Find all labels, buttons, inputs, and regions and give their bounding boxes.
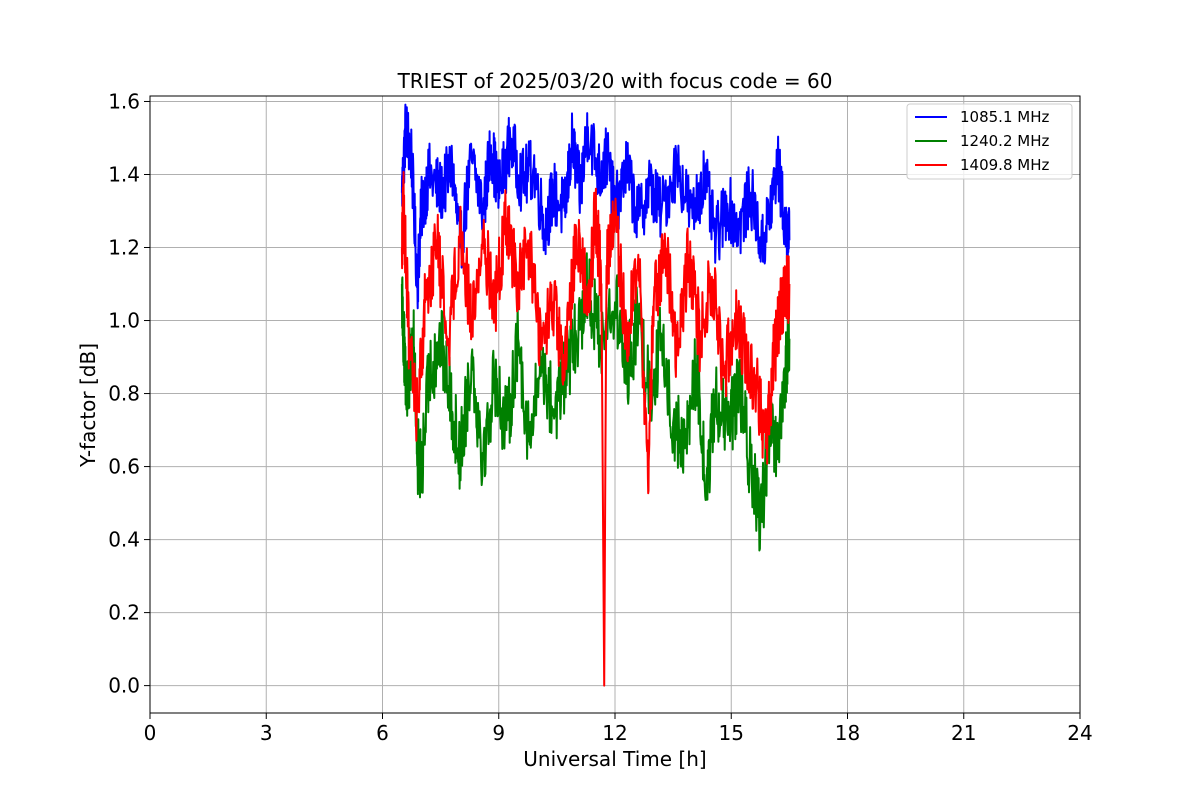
legend-box [906,103,1073,180]
x-tick-label: 9 [492,721,505,745]
series-line-1085.1 [400,103,791,310]
y-tick-label: 1.4 [108,162,140,186]
x-tick-label: 6 [376,721,389,745]
y-tick-label: 0.4 [108,528,140,552]
series-layer [400,103,791,687]
x-tick-label: 0 [144,721,157,745]
x-tick-label: 24 [1067,721,1092,745]
legend-label-1085: 1085.1 MHz [960,108,1049,126]
y-tick-label: 1.2 [108,236,140,260]
x-axis-label: Universal Time [h] [523,747,706,771]
x-tick-label: 18 [835,721,860,745]
ticks: 0 3 6 9 12 15 18 21 24 0.0 0.2 0.4 0.6 0.8 1.0 1.2 1.4 1.… [108,89,1093,745]
y-tick-label: 0.8 [108,382,140,406]
legend: 1085.1 MHz 1240.2 MHz 1409.8 MHz [906,103,1073,180]
legend-label-1409: 1409.8 MHz [960,156,1049,174]
y-tick-label: 0.2 [108,601,140,625]
chart-title: TRIEST of 2025/03/20 with focus code = 6… [397,69,833,93]
y-tick-label: 1.0 [108,309,140,333]
x-tick-label: 12 [602,721,627,745]
y-tick-label: 1.6 [108,89,140,113]
x-tick-label: 3 [260,721,273,745]
x-tick-label: 21 [951,721,976,745]
y-tick-label: 0.6 [108,455,140,479]
series-line-1409.8 [400,171,791,687]
x-tick-label: 15 [719,721,744,745]
y-axis-label: Y-factor [dB] [76,343,100,468]
y-tick-label: 0.0 [108,674,140,698]
legend-label-1240: 1240.2 MHz [960,132,1049,150]
